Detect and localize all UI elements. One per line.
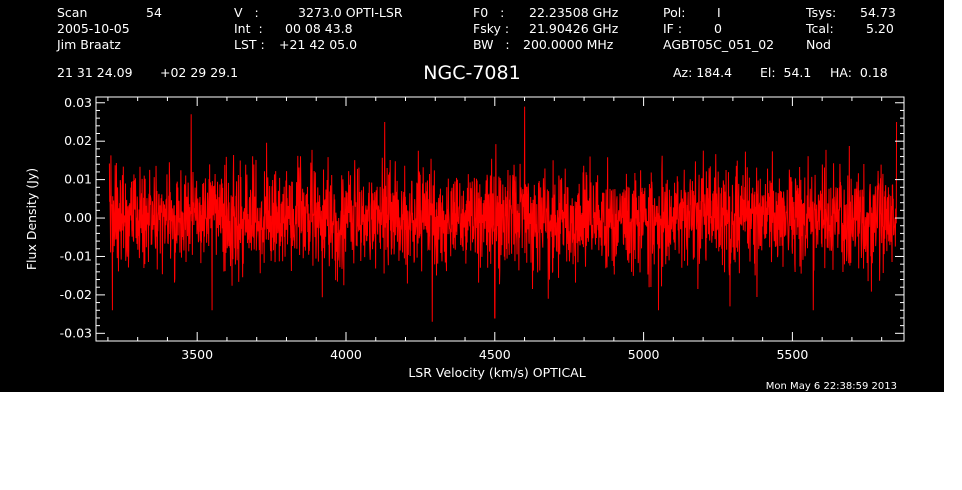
if-label: IF : — [663, 21, 683, 36]
tsys-label: Tsys: — [806, 5, 837, 20]
y-tick-label: 0.01 — [64, 172, 92, 187]
scan-label: Scan — [57, 5, 88, 20]
polarization-label: Pol: — [663, 5, 686, 20]
y-tick-label: -0.03 — [60, 325, 92, 340]
x-tick-label: 4000 — [330, 347, 362, 362]
x-axis-label: LSR Velocity (km/s) OPTICAL — [408, 365, 585, 380]
tcal-value: 5.20 — [866, 21, 894, 36]
elevation: El: 54.1 — [760, 65, 812, 80]
tsys-value: 54.73 — [860, 5, 896, 20]
chart-title: NGC-7081 — [423, 62, 520, 84]
axes-group: 3500 4000 4500 5000 5500 -0.03 -0.02 -0.01 0.00 0… — [60, 95, 904, 362]
velocity-label: V : — [234, 5, 259, 20]
bandwidth-label: BW : — [473, 37, 510, 52]
rest-frequency-value: 22.23508 GHz — [529, 5, 619, 20]
x-tick-label: 4500 — [479, 347, 511, 362]
y-tick-label: 0.00 — [64, 210, 92, 225]
x-tick-label: 3500 — [181, 347, 213, 362]
plot-timestamp: Mon May 6 22:38:59 2013 — [766, 381, 897, 392]
plot-panel: Scan 54 2005-10-05 Jim Braatz V : 3273.0… — [0, 0, 944, 392]
y-axis-label: Flux Density (Jy) — [24, 168, 39, 270]
project-id: AGBT05C_051_02 — [663, 37, 775, 52]
observation-date: 2005-10-05 — [57, 21, 130, 36]
lst-value: +21 42 05.0 — [279, 37, 358, 52]
scan-number: 54 — [146, 5, 162, 20]
y-tick-label: -0.01 — [60, 248, 92, 263]
declination: +02 29 29.1 — [160, 65, 239, 80]
lst-label: LST : — [234, 37, 269, 52]
x-tick-label: 5000 — [628, 347, 660, 362]
y-tick-label: -0.02 — [60, 287, 92, 302]
procedure-type: Nod — [806, 37, 831, 52]
observer-name: Jim Braatz — [57, 37, 121, 52]
if-value: 0 — [714, 21, 722, 36]
x-tick-label: 5500 — [776, 347, 808, 362]
plot-frame — [95, 96, 905, 342]
integration-label: Int : — [234, 21, 263, 36]
polarization-value: I — [717, 5, 721, 20]
sky-frequency-value: 21.90426 GHz — [529, 21, 619, 36]
right-ascension: 21 31 24.09 — [57, 65, 133, 80]
bandwidth-value: 200.0000 MHz — [523, 37, 614, 52]
velocity-value: 3273.0 OPTI-LSR — [298, 5, 403, 20]
rest-frequency-label: F0 : — [473, 5, 505, 20]
spectrum-line — [108, 106, 898, 322]
sky-frequency-label: Fsky : — [473, 21, 510, 36]
series-group — [108, 106, 898, 322]
azimuth: Az: 184.4 — [673, 65, 733, 80]
spectrum-chart: NGC-7081 3500 4000 4500 5000 5500 -0.03 -0.02 -… — [24, 62, 905, 392]
y-tick-label: 0.03 — [64, 95, 92, 110]
tcal-label: Tcal: — [806, 21, 834, 36]
integration-value: 00 08 43.8 — [285, 21, 353, 36]
hour-angle: HA: 0.18 — [830, 65, 888, 80]
y-tick-label: 0.02 — [64, 133, 92, 148]
